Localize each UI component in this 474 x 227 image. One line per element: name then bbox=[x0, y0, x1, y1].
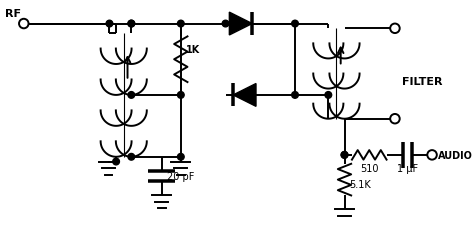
Text: 510: 510 bbox=[360, 164, 379, 174]
Circle shape bbox=[106, 21, 113, 28]
Circle shape bbox=[128, 21, 135, 28]
Circle shape bbox=[177, 154, 184, 160]
Circle shape bbox=[113, 158, 119, 165]
Circle shape bbox=[128, 154, 135, 160]
Text: FILTER: FILTER bbox=[401, 76, 442, 86]
Circle shape bbox=[325, 92, 332, 99]
Text: 5.1K: 5.1K bbox=[349, 180, 371, 190]
Circle shape bbox=[177, 92, 184, 99]
Circle shape bbox=[222, 21, 229, 28]
Text: 20 pF: 20 pF bbox=[166, 171, 194, 181]
Circle shape bbox=[177, 21, 184, 28]
Text: 1K: 1K bbox=[186, 44, 200, 54]
Circle shape bbox=[128, 21, 135, 28]
Text: 1 μF: 1 μF bbox=[397, 164, 418, 174]
Circle shape bbox=[341, 152, 348, 158]
Text: RF: RF bbox=[5, 9, 21, 19]
Text: AUDIO: AUDIO bbox=[438, 150, 473, 160]
Circle shape bbox=[341, 152, 348, 158]
Circle shape bbox=[292, 92, 298, 99]
Circle shape bbox=[292, 21, 298, 28]
Polygon shape bbox=[229, 13, 252, 36]
Polygon shape bbox=[233, 84, 256, 107]
Circle shape bbox=[128, 92, 135, 99]
